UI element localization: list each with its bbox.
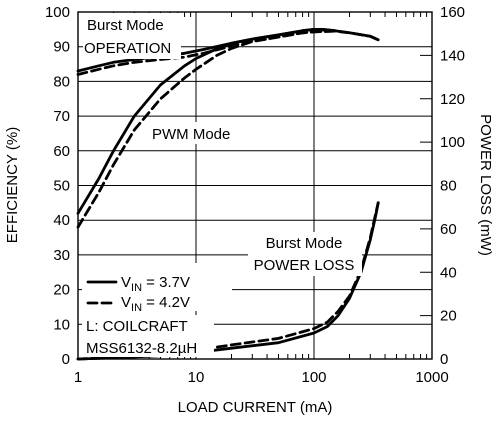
grid-lines [78,12,432,359]
y-axis-title: EFFICIENCY (%) [4,127,21,243]
x-tick-label: 100 [301,369,326,386]
y2-axis-title: POWER LOSS (mW) [477,114,494,256]
plot-frame [77,11,433,360]
annotation-burst-power-loss-line1: Burst Mode [266,235,343,252]
y2-tick-label: 20 [440,308,457,325]
y2-tick-label: 0 [440,351,448,368]
tick-labels: 0102030405060708090100020406080100120140… [45,4,465,386]
annotation-pwm-mode-bg [148,122,233,144]
annotation-inductor-line2: MSS6132-8.2µH [86,340,197,357]
y2-tick-label: 120 [440,91,465,108]
annotation-burst-power-loss-line2: POWER LOSS [254,257,355,274]
annotation-inductor-bg [82,315,214,357]
y-tick-label: 20 [53,282,70,299]
y2-tick-label: 60 [440,221,457,238]
y-tick-label: 40 [53,212,70,229]
series-line-2 [76,28,337,215]
y2-tick-label: 160 [440,4,465,21]
annotation-pwm-mode: PWM Mode [152,126,230,143]
annotation-burst-operation-line1: Burst Mode [87,17,164,34]
annotation-burst-power-loss-bg [248,232,362,276]
x-axis-title: LOAD CURRENT (mA) [178,399,333,416]
y2-tick-label: 80 [440,178,457,195]
y-tick-label: 60 [53,143,70,160]
legend-entry-vin-3-7: VIN = 3.7V [121,274,190,294]
legend-entry-vin-4-2: VIN = 4.2V [121,294,190,314]
y-tick-label: 30 [53,247,70,264]
series-line-3 [76,29,337,229]
annotation-burst-operation-bg [83,13,181,59]
x-tick-label: 1000 [415,369,448,386]
y-tick-label: 50 [53,178,70,195]
y2-tick-label: 100 [440,134,465,151]
y-tick-label: 0 [62,351,70,368]
y-tick-label: 90 [53,39,70,56]
series-line-1 [76,29,380,76]
annotation-burst-operation-line2: OPERATION [84,40,171,57]
y-tick-label: 80 [53,73,70,90]
y-tick-label: 100 [45,4,70,21]
y-tick-label: 10 [53,316,70,333]
y2-tick-label: 40 [440,264,457,281]
y-tick-label: 70 [53,108,70,125]
annotation-inductor-line1: L: COILCRAFT [86,318,188,335]
y2-tick-label: 140 [440,47,465,64]
x-tick-label: 1 [74,369,82,386]
x-tick-label: 10 [188,369,205,386]
